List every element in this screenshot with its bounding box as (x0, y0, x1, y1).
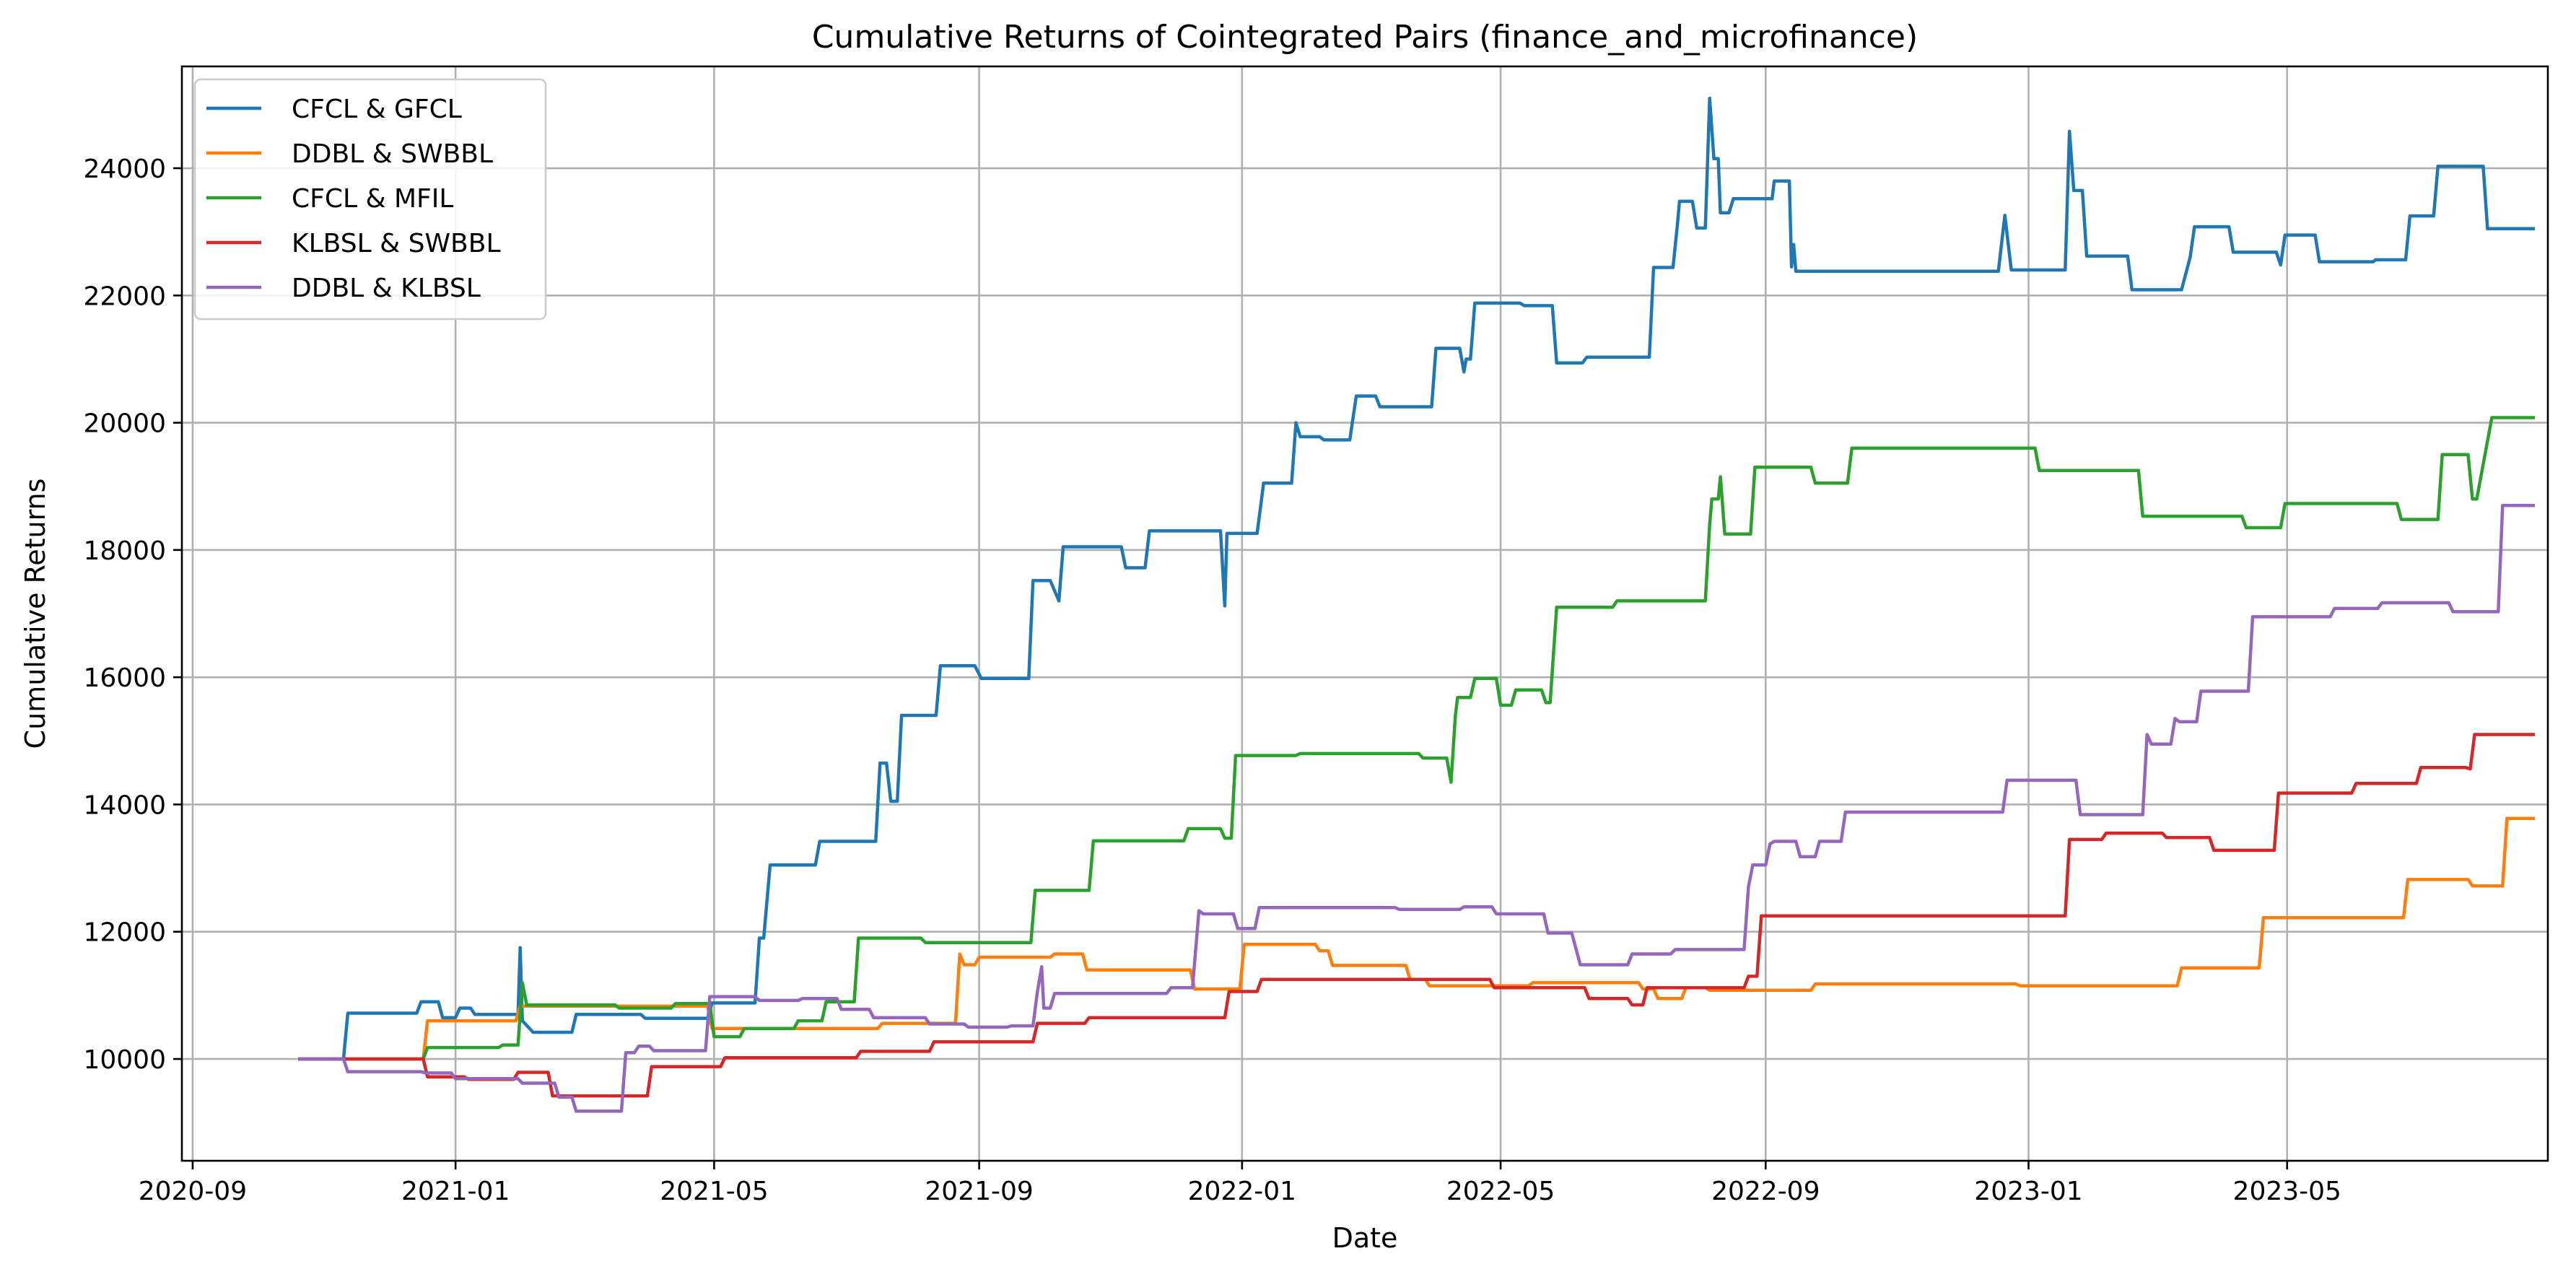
series-line-3 (298, 416, 2536, 1061)
legend-label: CFCL & MFIL (292, 184, 453, 214)
y-axis-label: Cumulative Returns (19, 479, 51, 749)
legend-label: CFCL & GFCL (292, 95, 462, 124)
x-tick-label: 2023-01 (1974, 1177, 2082, 1206)
legend-label: DDBL & SWBBL (292, 139, 493, 169)
series-line-5 (298, 503, 2536, 1113)
x-axis-label: Date (1332, 1222, 1398, 1254)
legend: CFCL & GFCL DDBL & SWBBL CFCL & MFIL KLBSL … (193, 78, 547, 321)
y-tick-label: 16000 (83, 663, 166, 693)
x-tick-label: 2021-05 (660, 1177, 768, 1206)
y-tick-label: 10000 (83, 1045, 166, 1075)
legend-label: KLBSL & SWBBL (292, 229, 501, 258)
y-tick-label: 20000 (83, 409, 166, 439)
plot-frame (180, 65, 2549, 1162)
grid-lines (182, 66, 2548, 1161)
series-line-4 (298, 733, 2536, 1098)
y-tick-label: 22000 (83, 282, 166, 311)
y-axis-ticks: 10000 12000 14000 16000 18000 20000 22000 24000 (83, 154, 182, 1075)
legend-box (193, 78, 547, 321)
y-tick-label: 18000 (83, 536, 166, 566)
series-layer (298, 96, 2536, 1113)
x-tick-label: 2022-01 (1188, 1177, 1296, 1206)
x-tick-label: 2022-09 (1711, 1177, 1820, 1206)
x-tick-label: 2023-05 (2233, 1177, 2341, 1206)
x-axis-ticks: 2020-09 2021-01 2021-05 2021-09 2022-01 2022-… (139, 1161, 2341, 1206)
y-tick-label: 24000 (83, 154, 166, 184)
x-tick-label: 2021-01 (401, 1177, 510, 1206)
y-tick-label: 14000 (83, 790, 166, 820)
chart-title: Cumulative Returns of Cointegrated Pairs… (812, 19, 1918, 56)
x-tick-label: 2022-05 (1446, 1177, 1555, 1206)
x-tick-label: 2021-09 (925, 1177, 1033, 1206)
legend-label: DDBL & KLBSL (292, 274, 481, 303)
x-tick-label: 2020-09 (139, 1177, 247, 1206)
y-tick-label: 12000 (83, 918, 166, 948)
